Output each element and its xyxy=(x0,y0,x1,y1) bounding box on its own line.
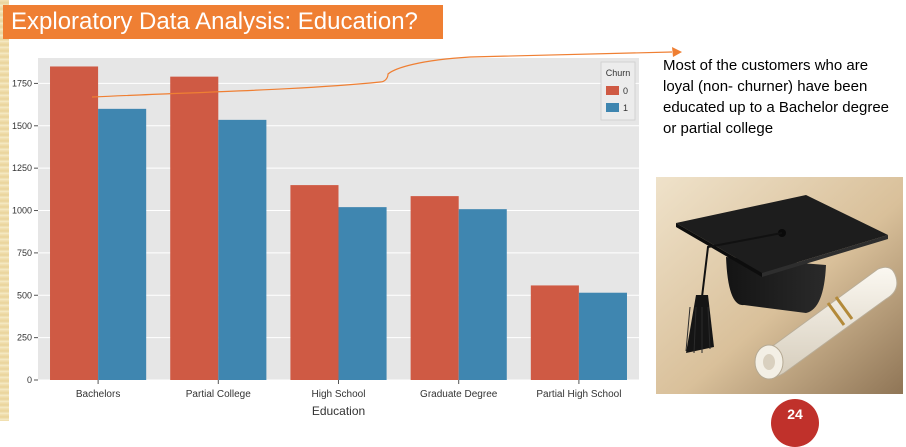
x-tick-label: Partial College xyxy=(186,389,251,400)
page-number-badge: 24 xyxy=(771,399,819,447)
bar xyxy=(170,76,219,381)
bar-chart: 0 250 500 750 1000 1250 1500 1750 Bachelors Parti… xyxy=(12,47,682,418)
insight-note: Most of the customers who are loyal (non… xyxy=(663,57,890,137)
bar xyxy=(338,207,387,380)
legend-swatch xyxy=(606,86,619,95)
bar xyxy=(50,66,99,380)
bar xyxy=(98,108,147,380)
legend-label: 1 xyxy=(623,103,628,113)
y-tick-label: 500 xyxy=(17,290,32,300)
x-tick-label: Partial High School xyxy=(536,389,621,400)
y-tick-label: 1750 xyxy=(12,78,32,88)
bar xyxy=(458,209,507,380)
graduation-cap-icon xyxy=(676,195,888,354)
legend-title: Churn xyxy=(606,68,631,78)
annotation-arrow xyxy=(91,51,673,98)
x-tick-label: Graduate Degree xyxy=(420,389,498,400)
x-tick-label: High School xyxy=(312,389,366,400)
bar xyxy=(290,185,339,380)
graduation-photo xyxy=(656,177,903,394)
slide-title: Exploratory Data Analysis: Education? xyxy=(3,5,443,39)
y-tick-label: 1000 xyxy=(12,206,32,216)
bar xyxy=(578,292,627,380)
bar xyxy=(530,285,579,380)
bar xyxy=(410,196,459,380)
diploma-scroll-icon xyxy=(754,266,898,380)
y-tick-label: 1250 xyxy=(12,163,32,173)
y-tick-label: 1500 xyxy=(12,121,32,131)
y-tick-label: 0 xyxy=(27,375,32,385)
bar xyxy=(218,119,267,380)
x-tick-label: Bachelors xyxy=(76,389,120,400)
legend-label: 0 xyxy=(623,86,628,96)
legend-swatch xyxy=(606,103,619,112)
y-tick-label: 250 xyxy=(17,333,32,343)
annotation-arrowhead xyxy=(672,47,682,57)
decorative-left-border xyxy=(0,0,9,421)
y-tick-label: 750 xyxy=(17,248,32,258)
x-axis-title: Education xyxy=(312,404,365,418)
